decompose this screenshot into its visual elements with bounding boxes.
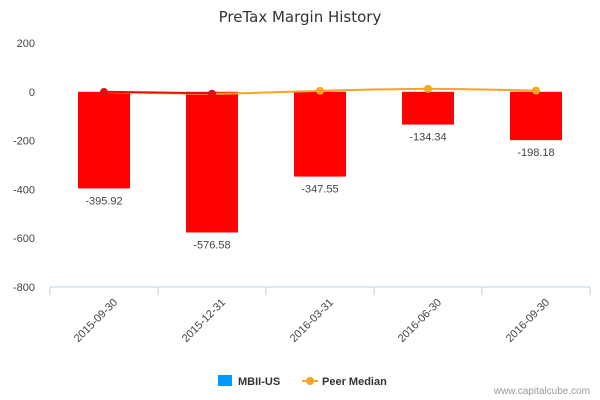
- data-label: -134.34: [409, 132, 446, 144]
- y-tick-label: -400: [13, 184, 35, 196]
- data-label: -347.55: [301, 184, 338, 196]
- x-tick-label: 2015-12-31: [180, 297, 228, 345]
- y-tick-label: -800: [13, 282, 35, 294]
- y-tick-label: -200: [13, 136, 35, 148]
- bar[interactable]: [186, 91, 238, 233]
- bar[interactable]: [402, 91, 454, 125]
- legend-marker-peer[interactable]: [306, 377, 314, 385]
- x-tick-label: 2016-09-30: [504, 297, 552, 345]
- legend[interactable]: MBII-US Peer Median: [218, 375, 387, 388]
- peer-median-point[interactable]: [532, 86, 540, 95]
- y-tick-label: 0: [29, 87, 35, 99]
- legend-label-mbii[interactable]: MBII-US: [238, 376, 280, 388]
- x-tick-label: 2016-03-31: [288, 297, 336, 345]
- bar[interactable]: [510, 91, 562, 141]
- peer-median-point[interactable]: [316, 86, 324, 95]
- peer-median-point[interactable]: [208, 89, 216, 98]
- y-tick-label: 200: [17, 38, 35, 50]
- bar[interactable]: [294, 91, 346, 177]
- y-axis: 200 0 -200 -400 -600 -800: [13, 38, 35, 294]
- legend-swatch-mbii[interactable]: [218, 375, 232, 386]
- data-label: -395.92: [85, 195, 122, 207]
- bar[interactable]: [78, 91, 130, 189]
- x-tick-label: 2016-06-30: [396, 297, 444, 345]
- data-label: -576.58: [193, 239, 230, 251]
- mbii-line: [103, 90, 213, 95]
- credit-text: www.capitalcube.com: [493, 386, 590, 397]
- chart-title: PreTax Margin History: [219, 8, 382, 26]
- x-tick-label: 2015-09-30: [72, 297, 120, 345]
- bar-series: -395.92 -576.58 -347.55 -134.34 -198.18: [78, 91, 562, 251]
- peer-median-point[interactable]: [424, 84, 432, 93]
- y-tick-label: -600: [13, 233, 35, 245]
- peer-median-point[interactable]: [100, 88, 108, 97]
- legend-label-peer[interactable]: Peer Median: [322, 376, 387, 388]
- x-axis: 2015-09-30 2015-12-31 2016-03-31 2016-06-30…: [49, 286, 591, 345]
- data-label: -198.18: [517, 147, 554, 159]
- line-series: [100, 84, 540, 98]
